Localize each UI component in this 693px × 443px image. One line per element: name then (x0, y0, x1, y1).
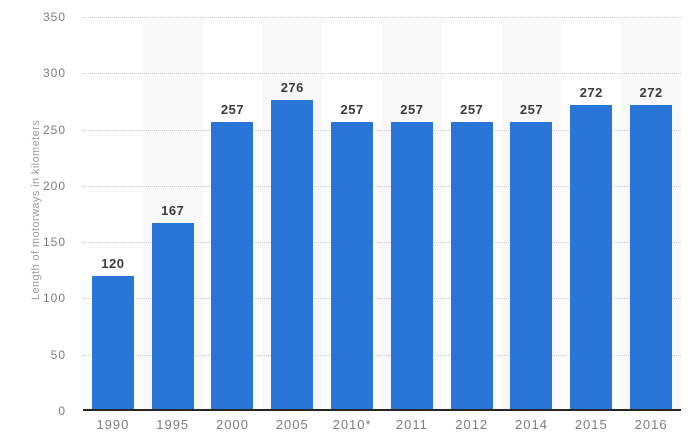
category-column: 257 (203, 17, 263, 411)
category-column: 272 (621, 17, 681, 411)
bar-value-label: 272 (639, 84, 663, 100)
x-tick-label: 2014 (515, 417, 548, 432)
y-tick-label: 300 (42, 66, 66, 81)
bar-value-label: 257 (519, 101, 544, 117)
category-column: 257 (502, 17, 562, 411)
gridline (83, 17, 681, 18)
x-tick-label: 2016 (634, 417, 668, 432)
x-tick-label: 1995 (156, 417, 190, 432)
bar[interactable] (570, 104, 613, 411)
bar-value-label: 257 (460, 101, 484, 117)
category-column: 257 (382, 17, 442, 411)
bar-value-label: 257 (400, 101, 424, 117)
bar[interactable] (151, 223, 194, 411)
bar-value-label: 272 (579, 84, 603, 100)
y-tick-label: 200 (42, 178, 66, 193)
bar[interactable] (450, 121, 493, 411)
bar[interactable] (390, 121, 433, 411)
plot-area: 120 167 257 276 257 257 257 257 272 272 (83, 17, 681, 411)
bar-value-label: 257 (220, 101, 245, 117)
category-column: 257 (442, 17, 502, 411)
x-tick-label: 2012 (455, 417, 489, 432)
gridline (83, 354, 681, 356)
y-tick-label: 150 (42, 235, 66, 250)
bar[interactable] (331, 121, 374, 411)
gridline (83, 129, 681, 131)
bar-value-label: 257 (340, 101, 364, 117)
bar[interactable] (510, 121, 553, 411)
x-tick-label: 2010* (332, 417, 372, 432)
gridline (83, 298, 681, 300)
category-column: 276 (262, 17, 322, 411)
category-column: 272 (561, 17, 621, 411)
bar[interactable] (91, 275, 134, 411)
category-column: 120 (83, 17, 143, 411)
x-tick-label: 1990 (96, 417, 130, 432)
category-column: 257 (322, 17, 382, 411)
y-tick-label: 250 (42, 122, 66, 137)
y-axis-title: Length of motorways in kilometers (30, 119, 42, 301)
x-tick-label: 2011 (395, 417, 428, 432)
bar-value-label: 167 (161, 203, 185, 219)
x-tick-label: 2000 (216, 417, 249, 432)
gridline (83, 185, 681, 187)
y-tick-label: 0 (58, 404, 66, 418)
y-tick-label: 100 (42, 291, 66, 306)
y-tick-label: 350 (42, 10, 66, 24)
x-tick-label: 2005 (275, 417, 309, 432)
x-axis-line (83, 409, 681, 411)
gridline (83, 73, 681, 75)
x-tick-label: 2015 (574, 417, 608, 432)
bar-value-label: 276 (280, 80, 304, 96)
bar-value-label: 120 (101, 255, 125, 271)
bar[interactable] (271, 100, 314, 411)
bar[interactable] (630, 104, 673, 411)
category-column: 167 (143, 17, 203, 411)
gridline (83, 242, 681, 244)
y-tick-label: 50 (50, 347, 66, 362)
bar[interactable] (211, 121, 254, 411)
